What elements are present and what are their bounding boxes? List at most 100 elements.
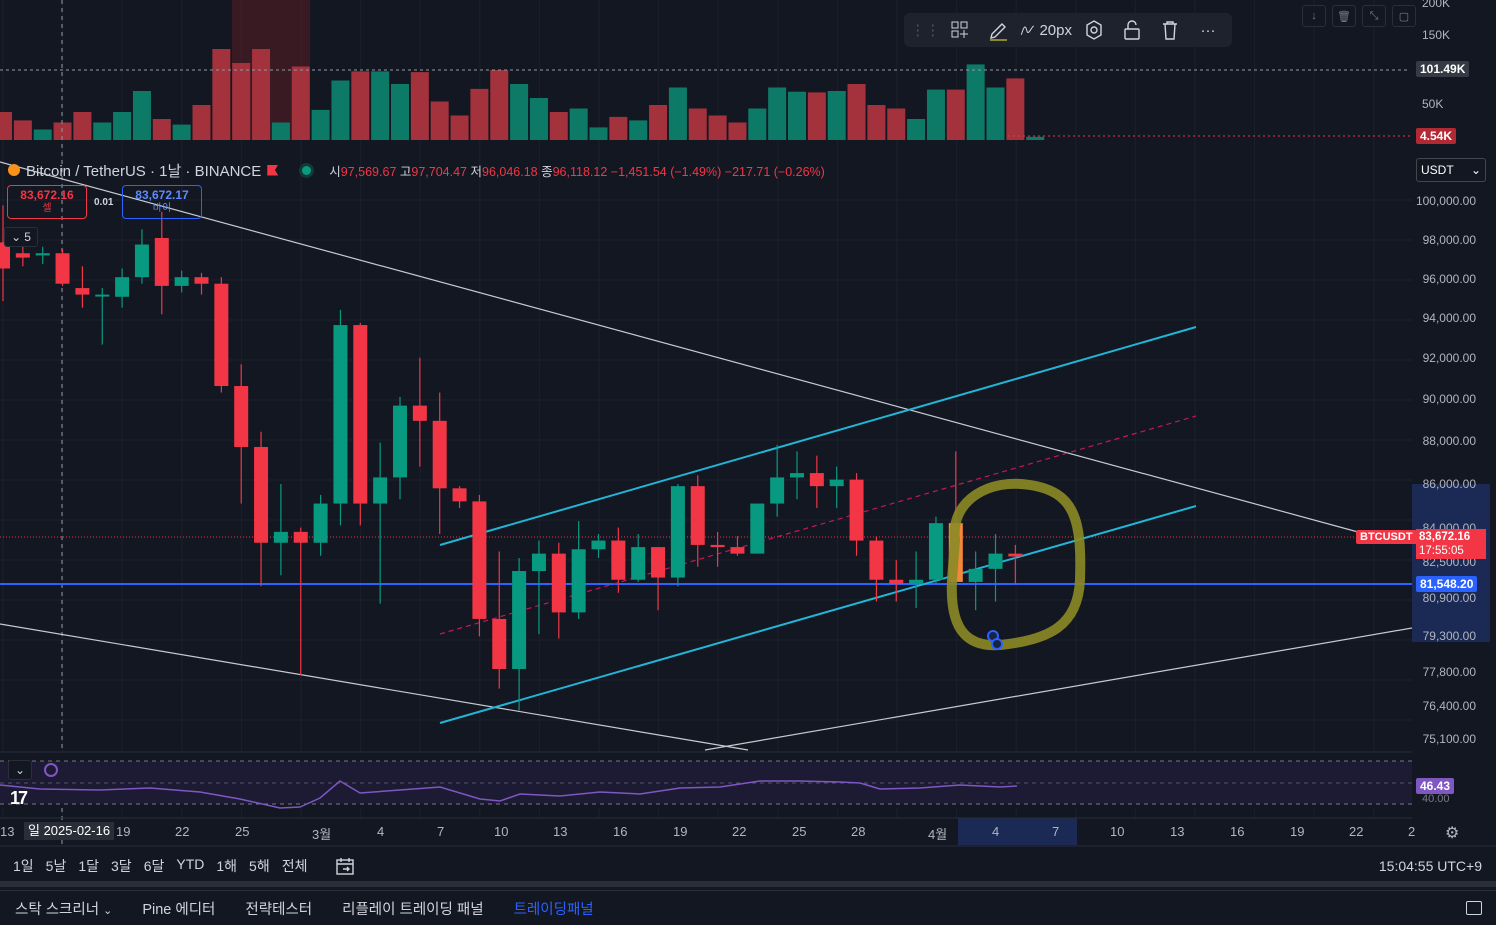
volume-bar [807, 92, 826, 140]
volume-bar [430, 101, 449, 140]
chevron-down-icon: ⌄ [103, 904, 113, 917]
arrow-down-icon[interactable]: ↓ [1302, 5, 1326, 27]
candle-body [591, 540, 606, 550]
volume-bar [470, 88, 489, 140]
drag-handle-icon[interactable]: ⋮⋮ [910, 22, 941, 39]
tradingview-logo-icon: 17 [10, 788, 28, 808]
collapse-icon[interactable]: ⤡ [1362, 5, 1386, 27]
time-axis-label: 10 [1110, 824, 1125, 839]
volume-bar [351, 71, 370, 140]
flag-icon[interactable] [267, 164, 279, 176]
candle-body [35, 253, 50, 256]
symbol-title[interactable]: Bitcoin / TetherUS · 1날 · BINANCE [26, 162, 262, 180]
tab-trading-panel[interactable]: 트레이딩패널 [513, 901, 594, 918]
stroke-width-button[interactable]: 20px [1020, 14, 1072, 46]
volume-bar [510, 84, 529, 140]
time-axis-label: 7 [1052, 824, 1060, 839]
maximize-panel-icon[interactable] [1466, 901, 1482, 915]
range-button[interactable]: 1일 [13, 858, 34, 874]
market-status-icon[interactable] [302, 165, 312, 175]
settings-gear-icon[interactable] [1078, 14, 1110, 46]
tab-pine-editor[interactable]: Pine 에디터 [142, 901, 216, 918]
candle-body [968, 568, 983, 582]
trash-icon[interactable] [1154, 14, 1186, 46]
volume-bar [907, 119, 926, 140]
delete-pane-icon[interactable]: 🗑 [1332, 5, 1356, 27]
range-button[interactable]: 5해 [249, 858, 270, 874]
countdown-value: 17:55:05 [1419, 545, 1464, 557]
volume-bar [371, 71, 390, 140]
time-axis-label: 19 [116, 824, 131, 839]
volume-bar [946, 89, 965, 140]
lower-trendline [0, 623, 749, 751]
price-axis-label: 76,400.00 [1422, 699, 1476, 713]
candle-body [492, 618, 507, 669]
volume-bar [311, 109, 330, 140]
range-button[interactable]: 3달 [111, 858, 132, 874]
symbol-tag: BTCUSDT [1356, 530, 1417, 544]
range-button[interactable]: 1해 [216, 858, 238, 874]
candle-body [829, 479, 844, 487]
bottom-panel-tabs: 스탁 스크리너 ⌄ Pine 에디터 전략테스터 리플레이 트레이딩 패널 트레… [0, 890, 1496, 925]
candle-body [531, 553, 546, 572]
range-button[interactable]: 6달 [143, 858, 165, 874]
rsi-collapse-button[interactable]: ⌄ [8, 760, 32, 780]
candle-body [809, 473, 824, 487]
tab-replay-trading-panel[interactable]: 리플레이 트레이딩 패널 [342, 901, 484, 918]
maximize-icon[interactable]: ▢ [1392, 5, 1416, 27]
volume-bar [490, 70, 509, 140]
candle-body [432, 420, 447, 489]
symbol-legend: Bitcoin / TetherUS · 1날 · BINANCE 시97,56… [8, 158, 825, 182]
volume-bar [748, 108, 767, 140]
price-axis-label: 75,100.00 [1422, 732, 1476, 746]
range-button[interactable]: 1달 [78, 858, 100, 874]
range-button[interactable]: 5날 [45, 858, 67, 874]
rsi-pane [0, 751, 1412, 809]
volume-bar [232, 63, 251, 140]
range-button[interactable]: YTD [176, 856, 205, 872]
templates-icon[interactable] [944, 14, 976, 46]
volume-bar [966, 64, 985, 140]
support-price-tag: 81,548.20 [1416, 576, 1478, 592]
volume-bar [1006, 78, 1025, 140]
rising-trendline [704, 627, 1413, 751]
candle-body [690, 486, 705, 545]
price-axis-label: 98,000.00 [1422, 233, 1476, 247]
chart-settings-gear-icon[interactable]: ⚙ [1445, 825, 1460, 842]
time-axis-highlight [958, 818, 1077, 845]
candle-body [313, 503, 328, 543]
range-button[interactable]: 전체 [281, 858, 308, 874]
date-range-calendar-icon[interactable] [335, 856, 355, 876]
candle-body [75, 288, 90, 295]
hand-drawn-circle [946, 478, 1086, 651]
buy-button[interactable]: 83,672.17 바이 [122, 185, 202, 219]
rsi-indicator-icon[interactable] [44, 763, 58, 777]
volume-bar [668, 87, 687, 140]
volume-bar [132, 91, 151, 140]
volume-bar [331, 80, 350, 140]
time-axis-label: 19 [673, 824, 688, 839]
collapse-indicators-button[interactable]: ⌄ 5 [4, 227, 38, 247]
sell-button[interactable]: 83,672.16 셀 [7, 185, 87, 219]
currency-select[interactable]: USDT ⌄ [1416, 158, 1486, 182]
more-icon[interactable]: ··· [1200, 21, 1216, 39]
tab-strategy-tester[interactable]: 전략테스터 [245, 901, 313, 918]
tab-stock-screener[interactable]: 스탁 스크리너 ⌄ [15, 901, 113, 918]
time-axis-label: 4월 [928, 827, 948, 842]
candle-body [293, 531, 308, 543]
lock-icon[interactable] [1116, 14, 1148, 46]
volume-bar [529, 98, 548, 140]
volume-bar [569, 108, 588, 140]
volume-bar [271, 122, 290, 140]
volume-bar [33, 129, 52, 140]
volume-bar [847, 84, 866, 140]
clock-timezone[interactable]: 15:04:55 UTC+9 [1378, 858, 1482, 874]
volume-bar [391, 84, 409, 140]
volume-bar [887, 108, 906, 140]
price-axis-label: 90,000.00 [1422, 392, 1476, 406]
range-bar: 1일 5날 1달 3달 6달 YTD 1해 5해 전체 15:04:55 UTC+9 [0, 850, 1496, 882]
pencil-color-icon[interactable] [982, 14, 1014, 46]
volume-bar [252, 49, 271, 140]
marker-dot [991, 638, 1003, 650]
